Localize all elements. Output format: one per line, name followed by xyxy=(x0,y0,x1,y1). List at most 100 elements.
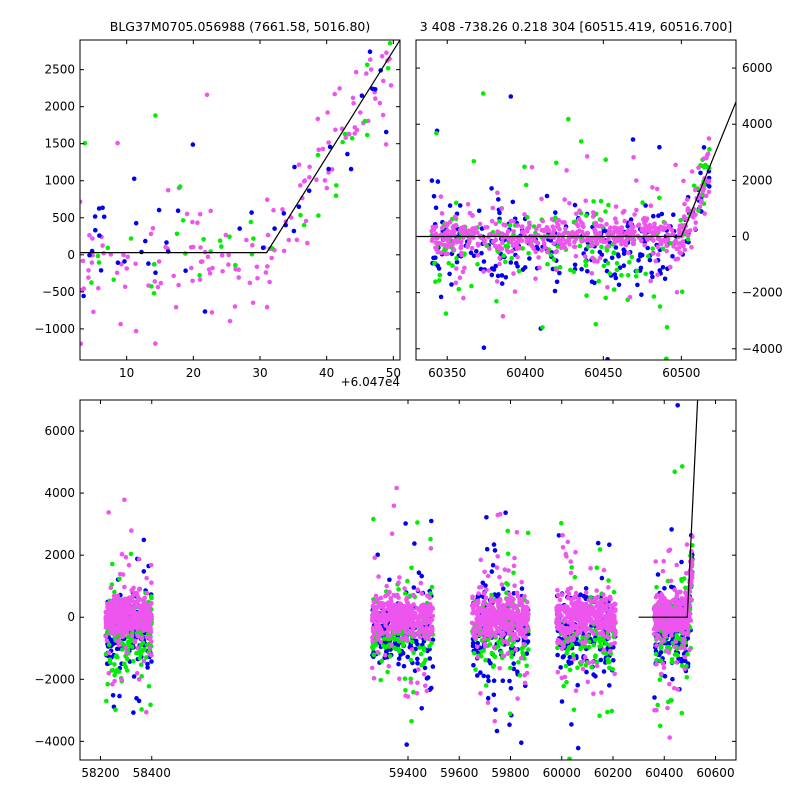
data-point xyxy=(608,608,614,614)
data-point xyxy=(505,599,511,604)
data-point xyxy=(592,228,598,233)
data-point xyxy=(499,206,505,211)
data-point xyxy=(583,622,588,627)
data-point xyxy=(555,608,561,614)
data-point xyxy=(660,661,666,666)
data-point xyxy=(427,603,432,609)
data-point xyxy=(138,662,144,667)
data-point xyxy=(152,261,157,267)
data-point xyxy=(459,250,464,256)
data-point xyxy=(454,255,459,261)
data-point xyxy=(156,207,162,213)
x-tick-label: 30 xyxy=(252,366,267,380)
data-point xyxy=(540,218,545,224)
data-point xyxy=(397,575,402,580)
data-point xyxy=(403,591,408,596)
data-point xyxy=(111,604,117,609)
data-point xyxy=(525,229,530,234)
data-point xyxy=(508,686,514,691)
data-point xyxy=(183,251,188,256)
data-point xyxy=(564,651,569,656)
data-point xyxy=(418,651,424,657)
data-point xyxy=(500,240,505,246)
data-point xyxy=(137,655,143,661)
data-point xyxy=(437,272,443,278)
data-point xyxy=(153,341,158,346)
data-point xyxy=(599,218,604,223)
data-point xyxy=(643,203,648,208)
data-point xyxy=(197,211,203,217)
data-point xyxy=(353,69,359,75)
data-point xyxy=(574,626,579,631)
data-point xyxy=(530,237,536,243)
data-point xyxy=(497,261,502,267)
data-point xyxy=(120,642,126,647)
data-point xyxy=(174,231,180,237)
data-point xyxy=(471,650,477,656)
data-point xyxy=(515,696,520,701)
data-point xyxy=(267,279,272,285)
data-point xyxy=(219,253,225,258)
data-point xyxy=(409,719,414,724)
data-point xyxy=(664,248,669,254)
data-point xyxy=(352,131,358,136)
data-point xyxy=(372,555,378,560)
series-0 xyxy=(80,50,394,347)
data-point xyxy=(415,656,420,662)
data-point xyxy=(527,220,532,226)
data-point xyxy=(546,227,552,233)
data-point xyxy=(562,220,567,225)
y-tick-label: −500 xyxy=(42,285,75,299)
data-point xyxy=(675,652,680,658)
data-point xyxy=(471,231,477,236)
data-point xyxy=(628,217,634,222)
data-point xyxy=(681,624,686,629)
data-point xyxy=(385,629,390,635)
data-point xyxy=(427,595,433,600)
data-point xyxy=(696,208,701,213)
data-point xyxy=(470,594,475,600)
data-point xyxy=(685,233,691,238)
data-point xyxy=(579,266,584,272)
data-point xyxy=(505,244,511,249)
data-point xyxy=(402,634,408,640)
data-point xyxy=(594,659,600,665)
data-point xyxy=(207,271,213,276)
data-point xyxy=(590,249,595,254)
data-point xyxy=(516,627,521,632)
data-point xyxy=(577,243,583,249)
data-point xyxy=(551,241,557,246)
data-point xyxy=(667,735,672,740)
data-point xyxy=(584,154,590,159)
data-point xyxy=(584,293,589,298)
data-point xyxy=(656,599,661,605)
data-point xyxy=(371,675,377,681)
data-point xyxy=(173,304,179,310)
data-point xyxy=(606,202,611,208)
data-point xyxy=(514,530,520,535)
y-tick-label: 0 xyxy=(67,248,75,262)
data-point xyxy=(523,182,529,188)
data-point xyxy=(576,596,582,602)
data-point xyxy=(411,689,416,695)
data-point xyxy=(593,674,598,679)
data-point xyxy=(432,260,437,266)
data-point xyxy=(414,691,420,696)
data-point xyxy=(660,568,666,574)
data-point xyxy=(143,238,148,244)
data-point xyxy=(662,276,668,282)
data-point xyxy=(687,647,692,653)
data-point xyxy=(371,599,377,605)
data-point xyxy=(500,236,505,241)
data-point xyxy=(378,595,384,601)
data-point xyxy=(263,270,269,275)
data-point xyxy=(652,695,657,700)
data-point xyxy=(595,540,601,546)
x-tick-label: 60500 xyxy=(662,366,700,380)
data-point xyxy=(475,673,480,678)
data-point xyxy=(444,222,450,228)
data-point xyxy=(134,590,139,596)
data-point xyxy=(589,620,594,625)
data-point xyxy=(684,542,690,547)
data-point xyxy=(661,600,667,606)
